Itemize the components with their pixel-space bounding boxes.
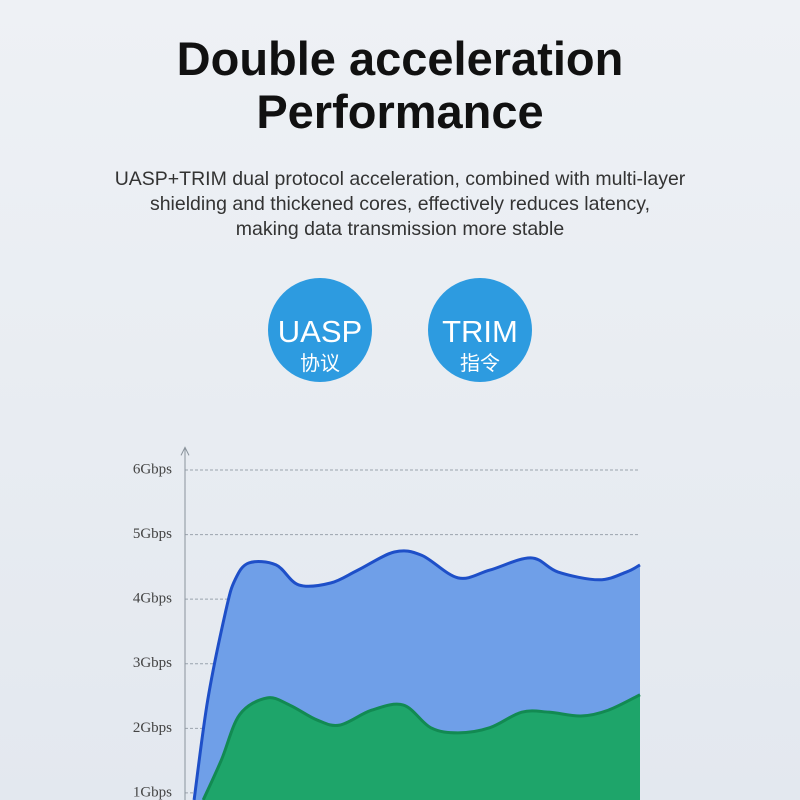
line [201, 693, 641, 800]
y-tick-label: 3Gbps [133, 655, 172, 671]
area [203, 694, 640, 800]
subtitle-line: shielding and thickened cores, effective… [150, 193, 650, 215]
badge-circle [428, 278, 532, 382]
y-axis-arrow [180, 446, 190, 456]
badge-title: TRIM [442, 314, 518, 349]
badge-title: UASP [278, 314, 362, 349]
line [192, 549, 641, 800]
badge-subtitle: 指令 [460, 352, 500, 375]
y-tick-label: 2Gbps [133, 720, 172, 736]
badge-subtitle: 协议 [300, 352, 340, 375]
y-tick-label: 6Gbps [133, 461, 172, 477]
plot: 1Gbps 2Gbps 3Gbps 4Gbps 5Gbps 6Gbps [133, 446, 641, 800]
y-tick-label: 1Gbps [133, 784, 172, 800]
y-tick-label: 5Gbps [133, 526, 172, 542]
subtitle-line: making data transmission more stable [236, 218, 564, 240]
title-line: Performance [256, 85, 543, 138]
badge: UASP 协议 [268, 278, 372, 382]
title-line: Double acceleration [177, 32, 624, 85]
y-tick-label: 4Gbps [133, 591, 172, 607]
badge-circle [268, 278, 372, 382]
badge: TRIM 指令 [428, 278, 532, 382]
subtitle-line: UASP+TRIM dual protocol acceleration, co… [115, 168, 686, 190]
